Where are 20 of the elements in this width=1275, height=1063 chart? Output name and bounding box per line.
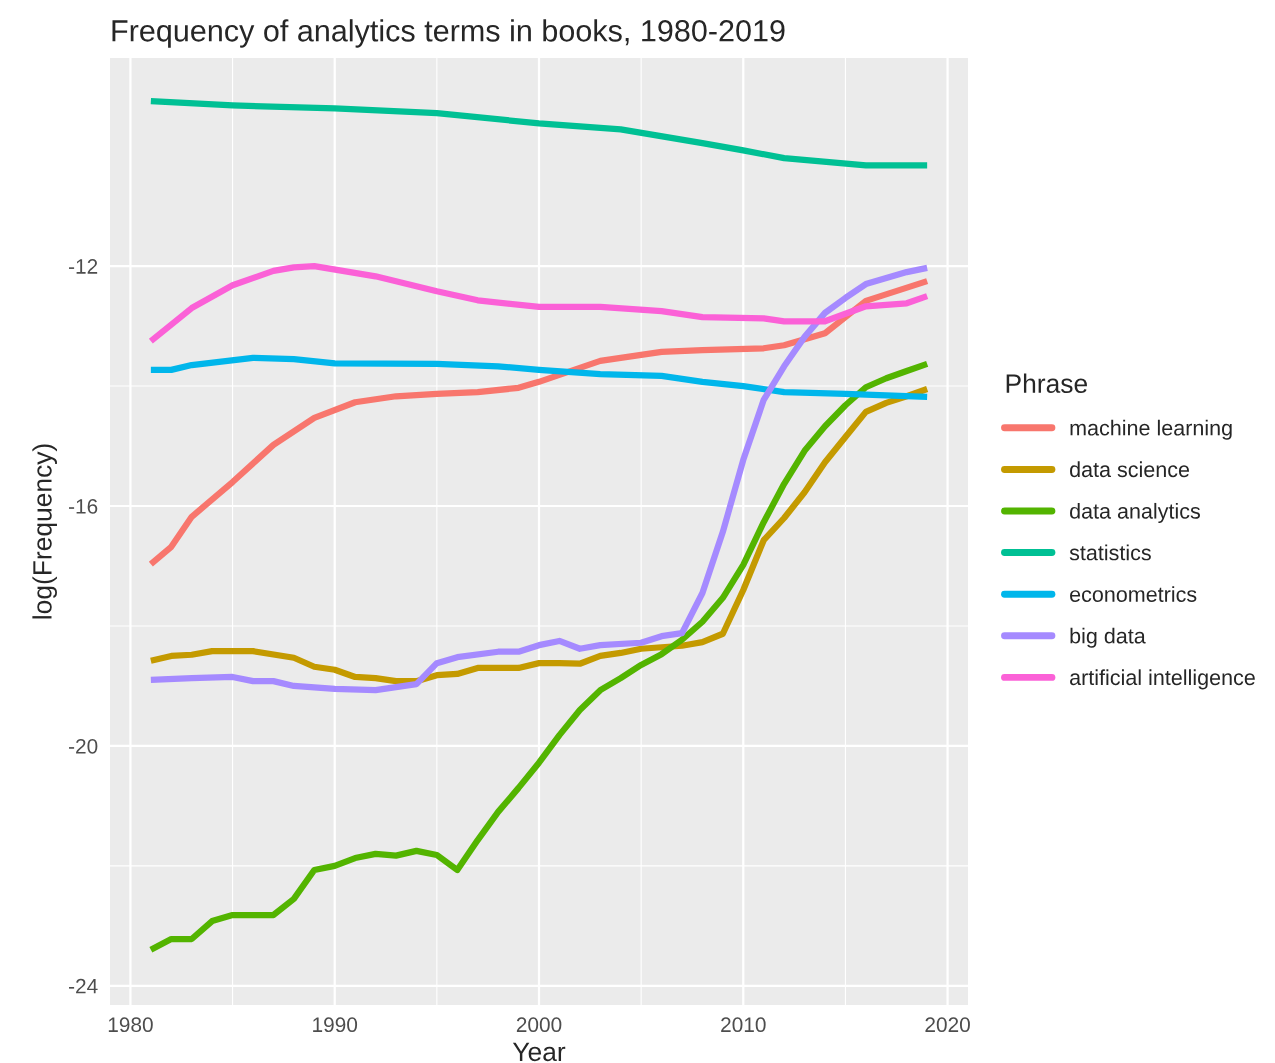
- legend-label: artificial intelligence: [1070, 669, 1255, 690]
- x-tick-label: 1980: [108, 1017, 153, 1033]
- x-tick-label: 2000: [516, 1017, 562, 1033]
- x-axis-title: Year: [512, 1042, 566, 1062]
- y-tick-label: -12: [69, 259, 98, 274]
- x-tick-label: 1990: [313, 1017, 358, 1033]
- legend-label: statistics: [1069, 544, 1151, 561]
- legend-label: data science: [1070, 461, 1190, 478]
- y-tick-label: -16: [69, 499, 98, 514]
- legend-label: data analytics: [1070, 502, 1200, 523]
- x-tick-label: 2020: [925, 1017, 970, 1033]
- x-tick-label: 2010: [721, 1017, 766, 1033]
- legend-label: big data: [1070, 627, 1146, 648]
- y-tick-label: -24: [69, 978, 98, 994]
- legend-label: machine learning: [1070, 419, 1232, 440]
- y-tick-label: -20: [69, 738, 98, 754]
- legend-label: econometrics: [1070, 586, 1197, 602]
- legend-title: Phrase: [1006, 373, 1087, 393]
- chart-title: Frequency of analytics terms in books, 1980-2019: [112, 19, 785, 48]
- y-axis-title: log(Frequency): [32, 444, 57, 619]
